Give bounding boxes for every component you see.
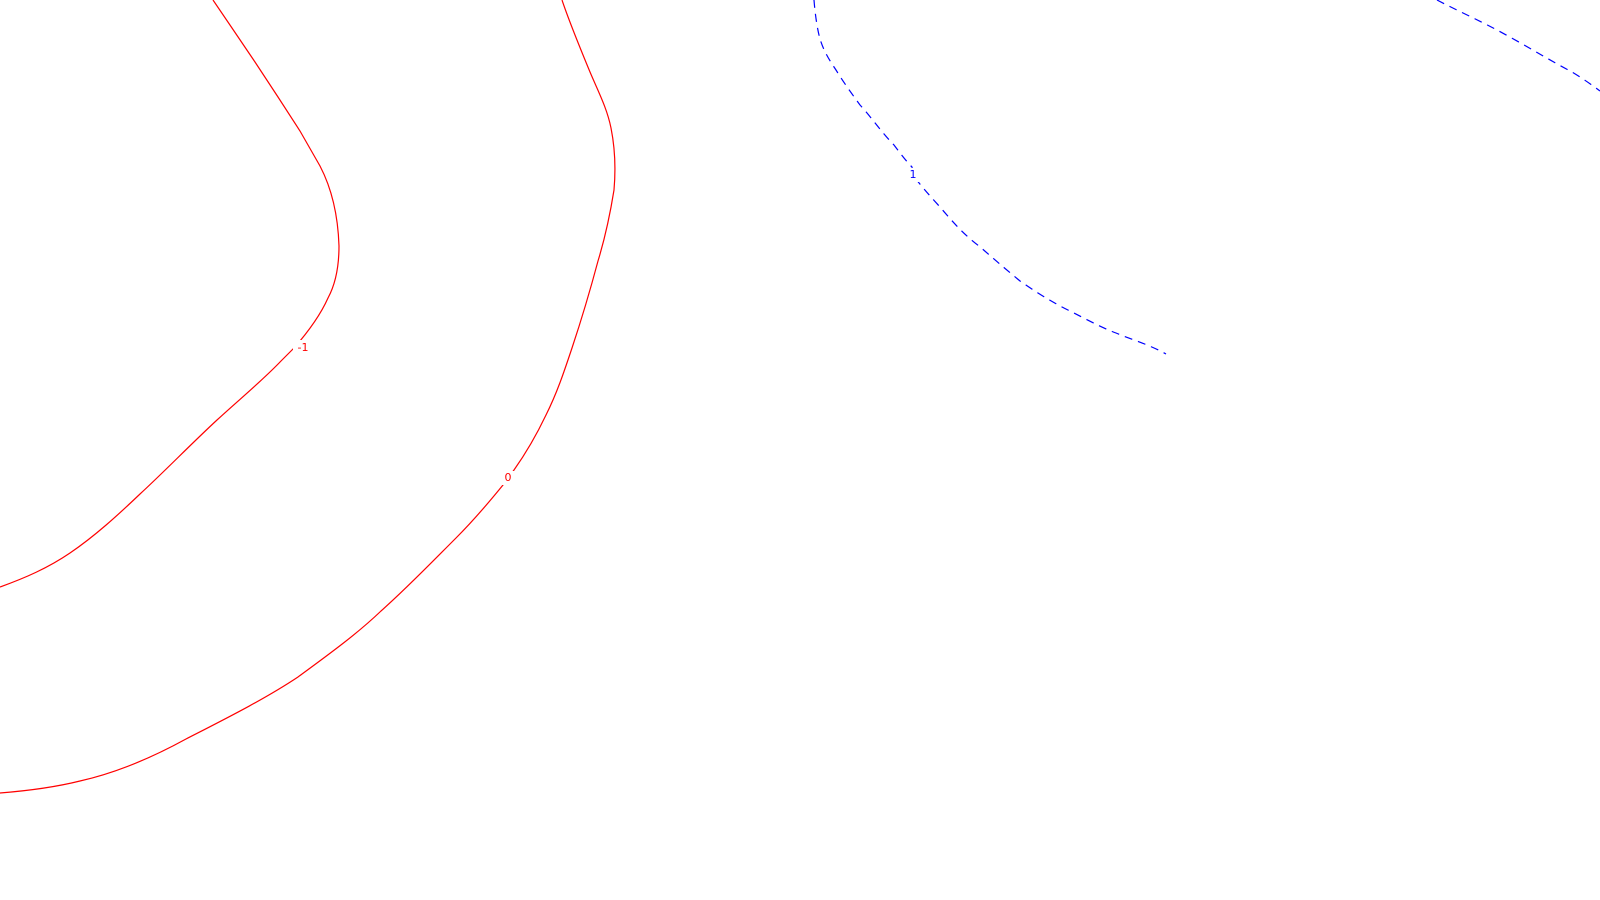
contour-label-zero: 0 (505, 471, 512, 484)
contour-line-pos1-b (1436, 0, 1600, 92)
contour-label-neg1: -1 (298, 341, 309, 354)
contour-line-neg1 (0, 0, 340, 588)
contour-line-zero (0, 0, 616, 794)
contour-pos1-a-group: 1 (813, 0, 1167, 355)
contour-line-pos1-a (813, 0, 1167, 355)
contour-neg1-group: -1 (0, 0, 340, 588)
contour-label-pos1: 1 (910, 168, 917, 181)
contour-zero-group: 0 (0, 0, 616, 794)
contour-pos1-b-group (1436, 0, 1600, 92)
